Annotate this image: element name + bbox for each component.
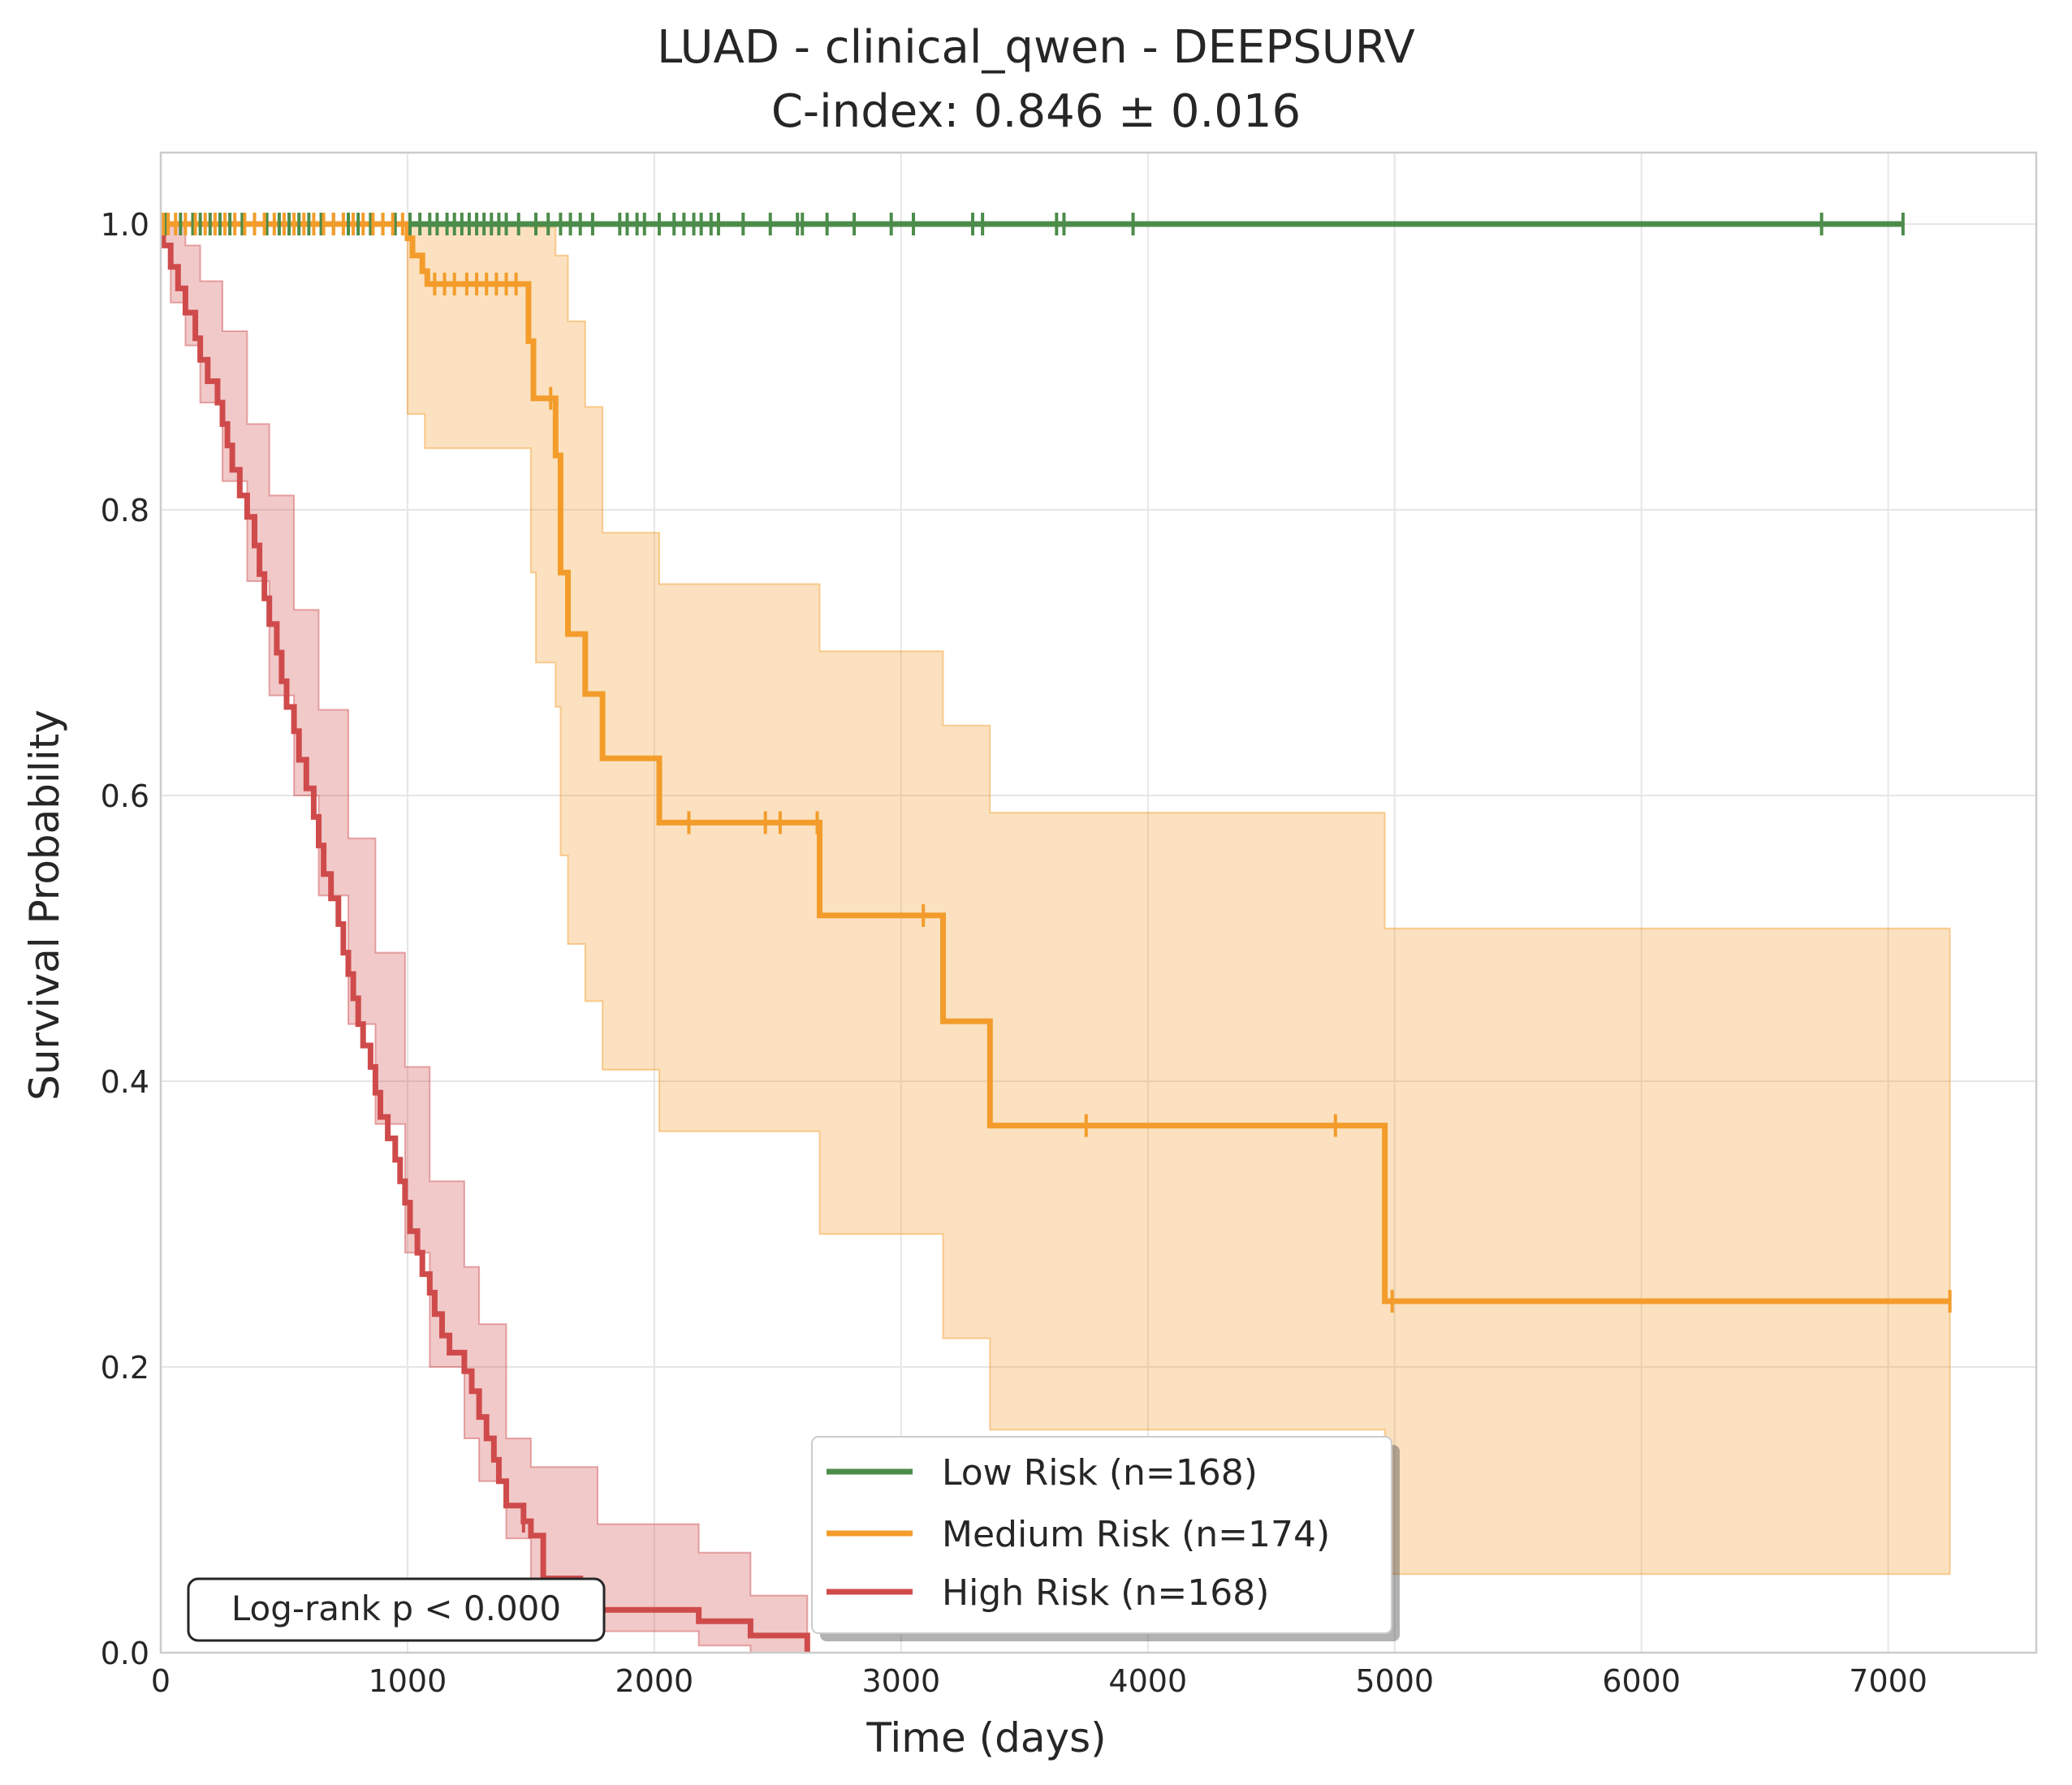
x-tick-label: 3000 <box>861 1663 940 1699</box>
legend: Low Risk (n=168) Medium Risk (n=174) Hig… <box>811 1436 1400 1641</box>
y-tick-label: 0.4 <box>101 1064 149 1100</box>
logrank-box <box>187 1577 606 1642</box>
x-tick-label: 7000 <box>1849 1663 1927 1699</box>
high-risk-survival-curve <box>160 221 810 1653</box>
x-axis-label: Time (days) <box>865 1714 1106 1761</box>
plot-frame <box>159 151 2038 1654</box>
censor-marks <box>162 213 1952 1602</box>
logrank-text: Log-rank p < 0.000 <box>231 1589 561 1628</box>
y-tick-label: 0.6 <box>101 778 149 814</box>
x-ticks: 0 1000 2000 3000 4000 5000 6000 7000 <box>151 1663 1927 1699</box>
medium-risk-confidence-band <box>161 223 1951 1576</box>
x-tick-label: 5000 <box>1355 1663 1434 1699</box>
y-tick-label: 1.0 <box>101 207 149 243</box>
y-tick-label: 0.2 <box>101 1350 149 1386</box>
x-tick-label: 1000 <box>369 1663 447 1699</box>
legend-label-medium-risk: Medium Risk (n=174) <box>942 1514 1330 1555</box>
legend-box <box>811 1436 1392 1634</box>
grid <box>160 153 2036 1653</box>
y-ticks: 0.0 0.2 0.4 0.6 0.8 1.0 <box>101 207 149 1671</box>
logrank-annotation: Log-rank p < 0.000 <box>187 1577 606 1642</box>
legend-label-high-risk: High Risk (n=168) <box>942 1572 1269 1614</box>
survival-curves <box>160 221 1950 1653</box>
x-tick-label: 0 <box>151 1663 171 1699</box>
y-tick-label: 0.0 <box>101 1636 149 1671</box>
x-tick-label: 2000 <box>615 1663 694 1699</box>
y-axis-label: Survival Probability <box>21 709 68 1101</box>
y-tick-label: 0.8 <box>101 493 149 528</box>
x-tick-label: 6000 <box>1602 1663 1681 1699</box>
plot-area <box>161 153 2036 1653</box>
chart-subtitle: C-index: 0.846 ± 0.016 <box>771 85 1301 138</box>
x-tick-label: 4000 <box>1108 1663 1187 1699</box>
medium-risk-survival-curve <box>161 221 1950 1304</box>
chart-title: LUAD - clinical_qwen - DEEPSURV <box>657 21 1415 74</box>
legend-label-low-risk: Low Risk (n=168) <box>942 1452 1258 1494</box>
